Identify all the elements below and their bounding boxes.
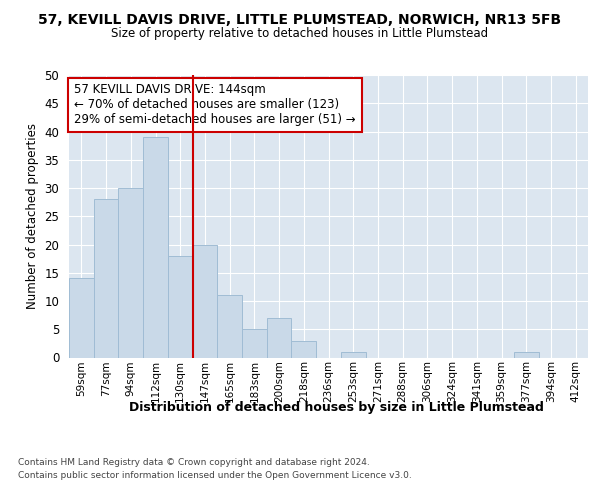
Bar bbox=[267, 318, 292, 358]
Bar bbox=[242, 329, 267, 358]
Text: 57 KEVILL DAVIS DRIVE: 144sqm
← 70% of detached houses are smaller (123)
29% of : 57 KEVILL DAVIS DRIVE: 144sqm ← 70% of d… bbox=[74, 84, 356, 126]
Bar bbox=[514, 352, 539, 358]
Bar bbox=[94, 200, 118, 358]
Bar bbox=[341, 352, 365, 358]
Bar bbox=[168, 256, 193, 358]
Bar bbox=[69, 278, 94, 357]
Bar bbox=[217, 296, 242, 358]
Bar bbox=[143, 137, 168, 358]
Bar bbox=[193, 244, 217, 358]
Text: Distribution of detached houses by size in Little Plumstead: Distribution of detached houses by size … bbox=[128, 401, 544, 414]
Bar bbox=[118, 188, 143, 358]
Bar bbox=[292, 340, 316, 357]
Text: Contains HM Land Registry data © Crown copyright and database right 2024.: Contains HM Land Registry data © Crown c… bbox=[18, 458, 370, 467]
Text: Size of property relative to detached houses in Little Plumstead: Size of property relative to detached ho… bbox=[112, 28, 488, 40]
Text: 57, KEVILL DAVIS DRIVE, LITTLE PLUMSTEAD, NORWICH, NR13 5FB: 57, KEVILL DAVIS DRIVE, LITTLE PLUMSTEAD… bbox=[38, 12, 562, 26]
Y-axis label: Number of detached properties: Number of detached properties bbox=[26, 123, 39, 309]
Text: Contains public sector information licensed under the Open Government Licence v3: Contains public sector information licen… bbox=[18, 472, 412, 480]
